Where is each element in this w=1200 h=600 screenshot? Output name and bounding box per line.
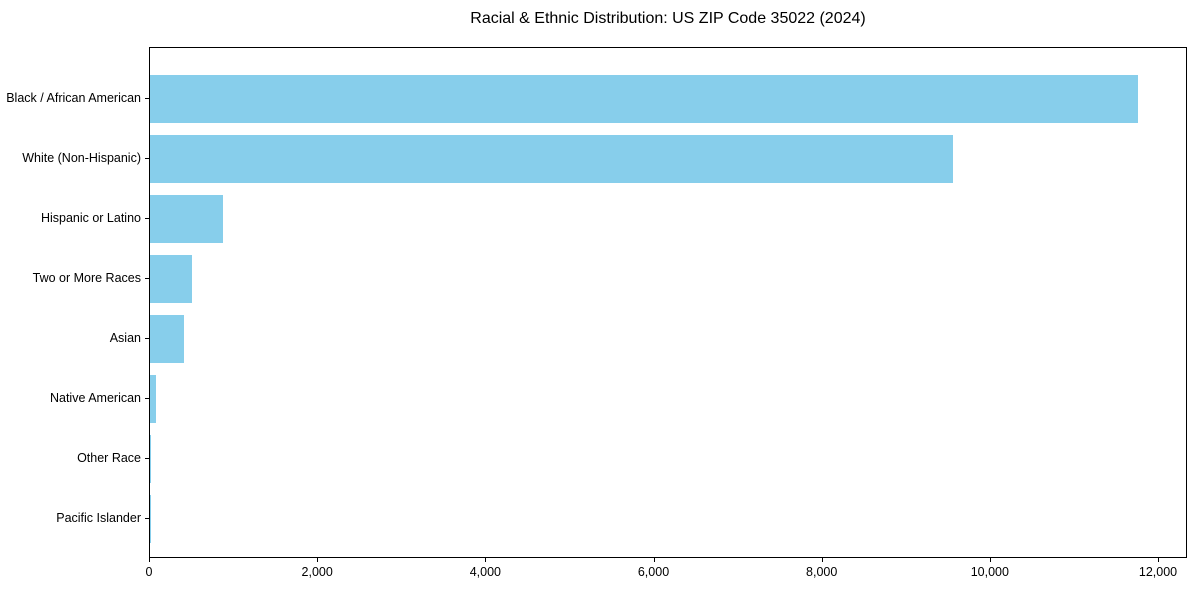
x-axis-tick-label: 8,000 xyxy=(806,565,838,579)
bar-native-american xyxy=(150,375,157,423)
y-axis-tick-mark xyxy=(145,218,149,219)
y-axis-tick-mark xyxy=(145,278,149,279)
y-axis-category-label: White (Non-Hispanic) xyxy=(22,151,141,165)
chart-title: Racial & Ethnic Distribution: US ZIP Cod… xyxy=(470,10,866,27)
x-axis-tick-label: 0 xyxy=(145,565,153,579)
y-axis-tick-mark xyxy=(145,158,149,159)
bar-hispanic-or-latino xyxy=(150,195,223,243)
y-axis-tick-mark xyxy=(145,518,149,519)
y-axis-category-label: Asian xyxy=(109,331,141,345)
bar-black-african-american xyxy=(150,75,1138,123)
bar-asian xyxy=(150,315,184,363)
x-axis-tick-mark xyxy=(149,558,150,562)
y-axis-tick-mark xyxy=(145,98,149,99)
x-axis-tick-label: 12,000 xyxy=(1138,565,1178,579)
y-axis-category-label: Native American xyxy=(49,391,141,405)
plot-area xyxy=(149,47,1187,558)
y-axis-tick-mark xyxy=(145,458,149,459)
y-axis-category-label: Pacific Islander xyxy=(56,511,141,525)
bar-white-non-hispanic xyxy=(150,135,953,183)
y-axis-category-label: Black / African American xyxy=(6,91,141,105)
x-axis-tick-label: 4,000 xyxy=(469,565,501,579)
y-axis-tick-mark xyxy=(145,338,149,339)
x-axis-tick-label: 10,000 xyxy=(970,565,1009,579)
x-axis-tick-mark xyxy=(821,558,823,562)
bar-other-race xyxy=(150,435,152,483)
bar-two-or-more-races xyxy=(150,255,193,303)
y-axis-category-label: Two or More Races xyxy=(32,271,141,285)
x-axis-tick-mark xyxy=(653,558,655,562)
x-axis-tick-mark xyxy=(317,558,319,562)
x-axis-tick-label: 6,000 xyxy=(637,565,670,579)
x-axis-tick-mark xyxy=(485,558,487,562)
y-axis-category-label: Hispanic or Latino xyxy=(40,211,141,225)
y-axis-tick-mark xyxy=(145,398,149,399)
x-axis-tick-label: 2,000 xyxy=(301,565,333,579)
y-axis-category-label: Other Race xyxy=(77,451,141,465)
x-axis-tick-mark xyxy=(989,558,991,562)
x-axis-tick-mark xyxy=(1158,558,1159,562)
